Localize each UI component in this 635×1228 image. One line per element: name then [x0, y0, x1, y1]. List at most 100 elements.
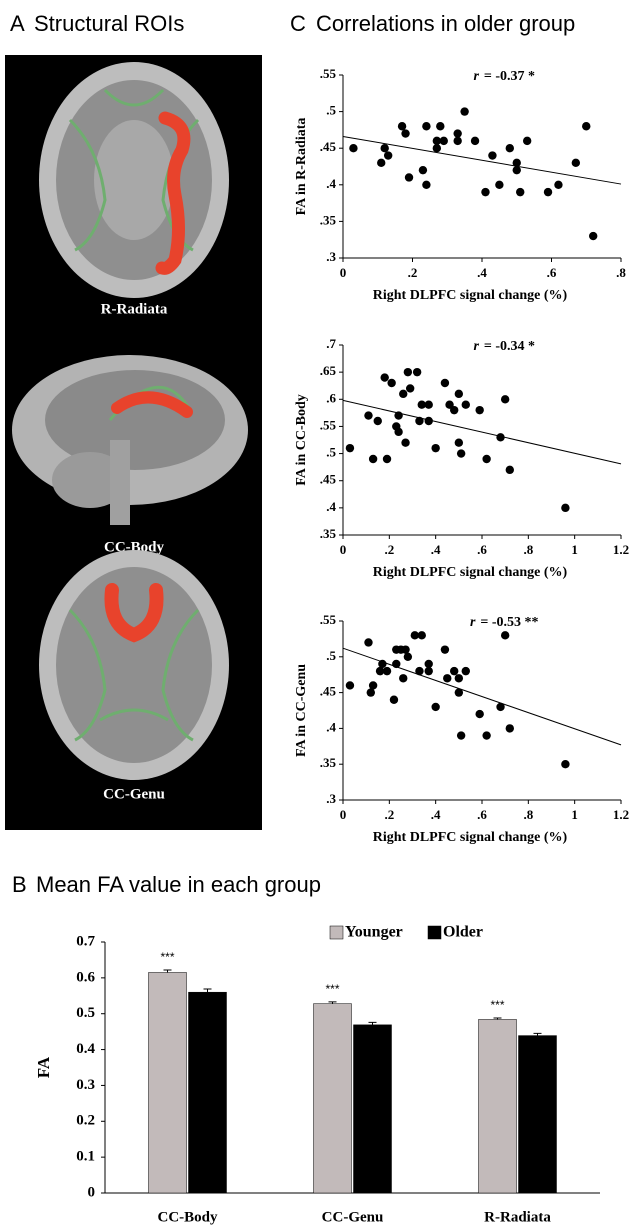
- point: [425, 401, 433, 409]
- panel-title: Structural ROIs: [34, 11, 184, 36]
- r-symbol: r: [473, 69, 479, 84]
- annotation: r = -0.53 **: [470, 615, 539, 630]
- point: [346, 681, 354, 689]
- point: [369, 681, 377, 689]
- x-tick-label: 1.2: [613, 807, 629, 822]
- point: [462, 667, 470, 675]
- point: [425, 417, 433, 425]
- y-tick-label: 0.2: [76, 1113, 95, 1129]
- r-value: = -0.34 *: [484, 339, 535, 354]
- point: [425, 660, 433, 668]
- x-tick-label: CC-Body: [157, 1209, 218, 1225]
- point: [401, 439, 409, 447]
- x-tick-label: .4: [477, 265, 487, 280]
- point: [441, 645, 449, 653]
- point: [390, 696, 398, 704]
- point: [346, 444, 354, 452]
- bar: [354, 1025, 392, 1193]
- x-tick-label: R-Radiata: [484, 1209, 551, 1225]
- x-tick-label: 1.2: [613, 542, 629, 557]
- legend-swatch: [330, 926, 343, 939]
- point: [481, 188, 489, 196]
- y-tick-label: .3: [326, 791, 336, 806]
- brain-panel: R-Radiata CC-Body CC-Genu: [5, 55, 262, 830]
- point: [453, 137, 461, 145]
- x-tick-label: CC-Genu: [322, 1209, 384, 1225]
- y-tick-label: .5: [326, 648, 336, 663]
- point: [425, 667, 433, 675]
- point: [374, 417, 382, 425]
- point: [413, 368, 421, 376]
- point: [488, 151, 496, 159]
- point: [516, 188, 524, 196]
- y-tick-label: .45: [320, 139, 337, 154]
- point: [433, 144, 441, 152]
- point: [384, 151, 392, 159]
- point: [399, 390, 407, 398]
- point: [401, 645, 409, 653]
- y-tick-label: .6: [326, 390, 336, 405]
- point: [369, 455, 377, 463]
- figure: A Structural ROIs C Correlations in olde…: [0, 0, 635, 1228]
- point: [418, 631, 426, 639]
- y-tick-label: .35: [320, 212, 337, 227]
- y-tick-label: .7: [326, 336, 336, 351]
- point: [415, 417, 423, 425]
- y-axis-label: FA in CC-Body: [294, 394, 309, 486]
- point: [506, 724, 514, 732]
- point: [401, 129, 409, 137]
- point: [378, 660, 386, 668]
- point: [462, 401, 470, 409]
- point: [457, 449, 465, 457]
- point: [436, 122, 444, 130]
- y-tick-label: .55: [320, 417, 337, 432]
- point: [377, 159, 385, 167]
- x-tick-label: .4: [431, 807, 441, 822]
- x-tick-label: .8: [523, 807, 533, 822]
- y-tick-label: .35: [320, 526, 337, 541]
- point: [572, 159, 580, 167]
- x-tick-label: .2: [384, 807, 394, 822]
- y-tick-label: .45: [320, 472, 337, 487]
- annotation: r= -0.34 *: [473, 339, 535, 354]
- x-tick-label: .2: [384, 542, 394, 557]
- point: [455, 439, 463, 447]
- point: [440, 137, 448, 145]
- y-tick-label: .3: [326, 249, 336, 264]
- r-value: = -0.53 **: [480, 615, 538, 630]
- point: [394, 428, 402, 436]
- fit-line: [343, 136, 621, 184]
- point: [513, 159, 521, 167]
- roi-label: CC-Genu: [103, 786, 165, 802]
- y-tick-label: .35: [320, 755, 337, 770]
- panel-letter: A: [10, 11, 25, 36]
- legend-label: Older: [443, 924, 483, 941]
- x-tick-label: .4: [431, 542, 441, 557]
- r-symbol: r: [470, 615, 476, 630]
- point: [383, 455, 391, 463]
- point: [422, 122, 430, 130]
- point: [406, 384, 414, 392]
- point: [471, 137, 479, 145]
- y-tick-label: 0.3: [76, 1077, 95, 1093]
- panel-letter: B: [12, 872, 27, 897]
- x-tick-label: 0: [340, 265, 347, 280]
- error-bar: [329, 1002, 337, 1004]
- x-tick-label: .8: [523, 542, 533, 557]
- y-tick-label: 0.6: [76, 969, 95, 985]
- point: [387, 379, 395, 387]
- point: [450, 667, 458, 675]
- x-tick-label: .6: [547, 265, 557, 280]
- point: [561, 504, 569, 512]
- point: [475, 406, 483, 414]
- x-tick-label: .2: [408, 265, 418, 280]
- point: [453, 129, 461, 137]
- x-tick-label: 1: [571, 542, 578, 557]
- point: [431, 444, 439, 452]
- significance: ***: [325, 982, 339, 996]
- point: [482, 455, 490, 463]
- bar: [479, 1019, 517, 1193]
- bar: [149, 972, 187, 1193]
- point: [443, 674, 451, 682]
- point: [441, 379, 449, 387]
